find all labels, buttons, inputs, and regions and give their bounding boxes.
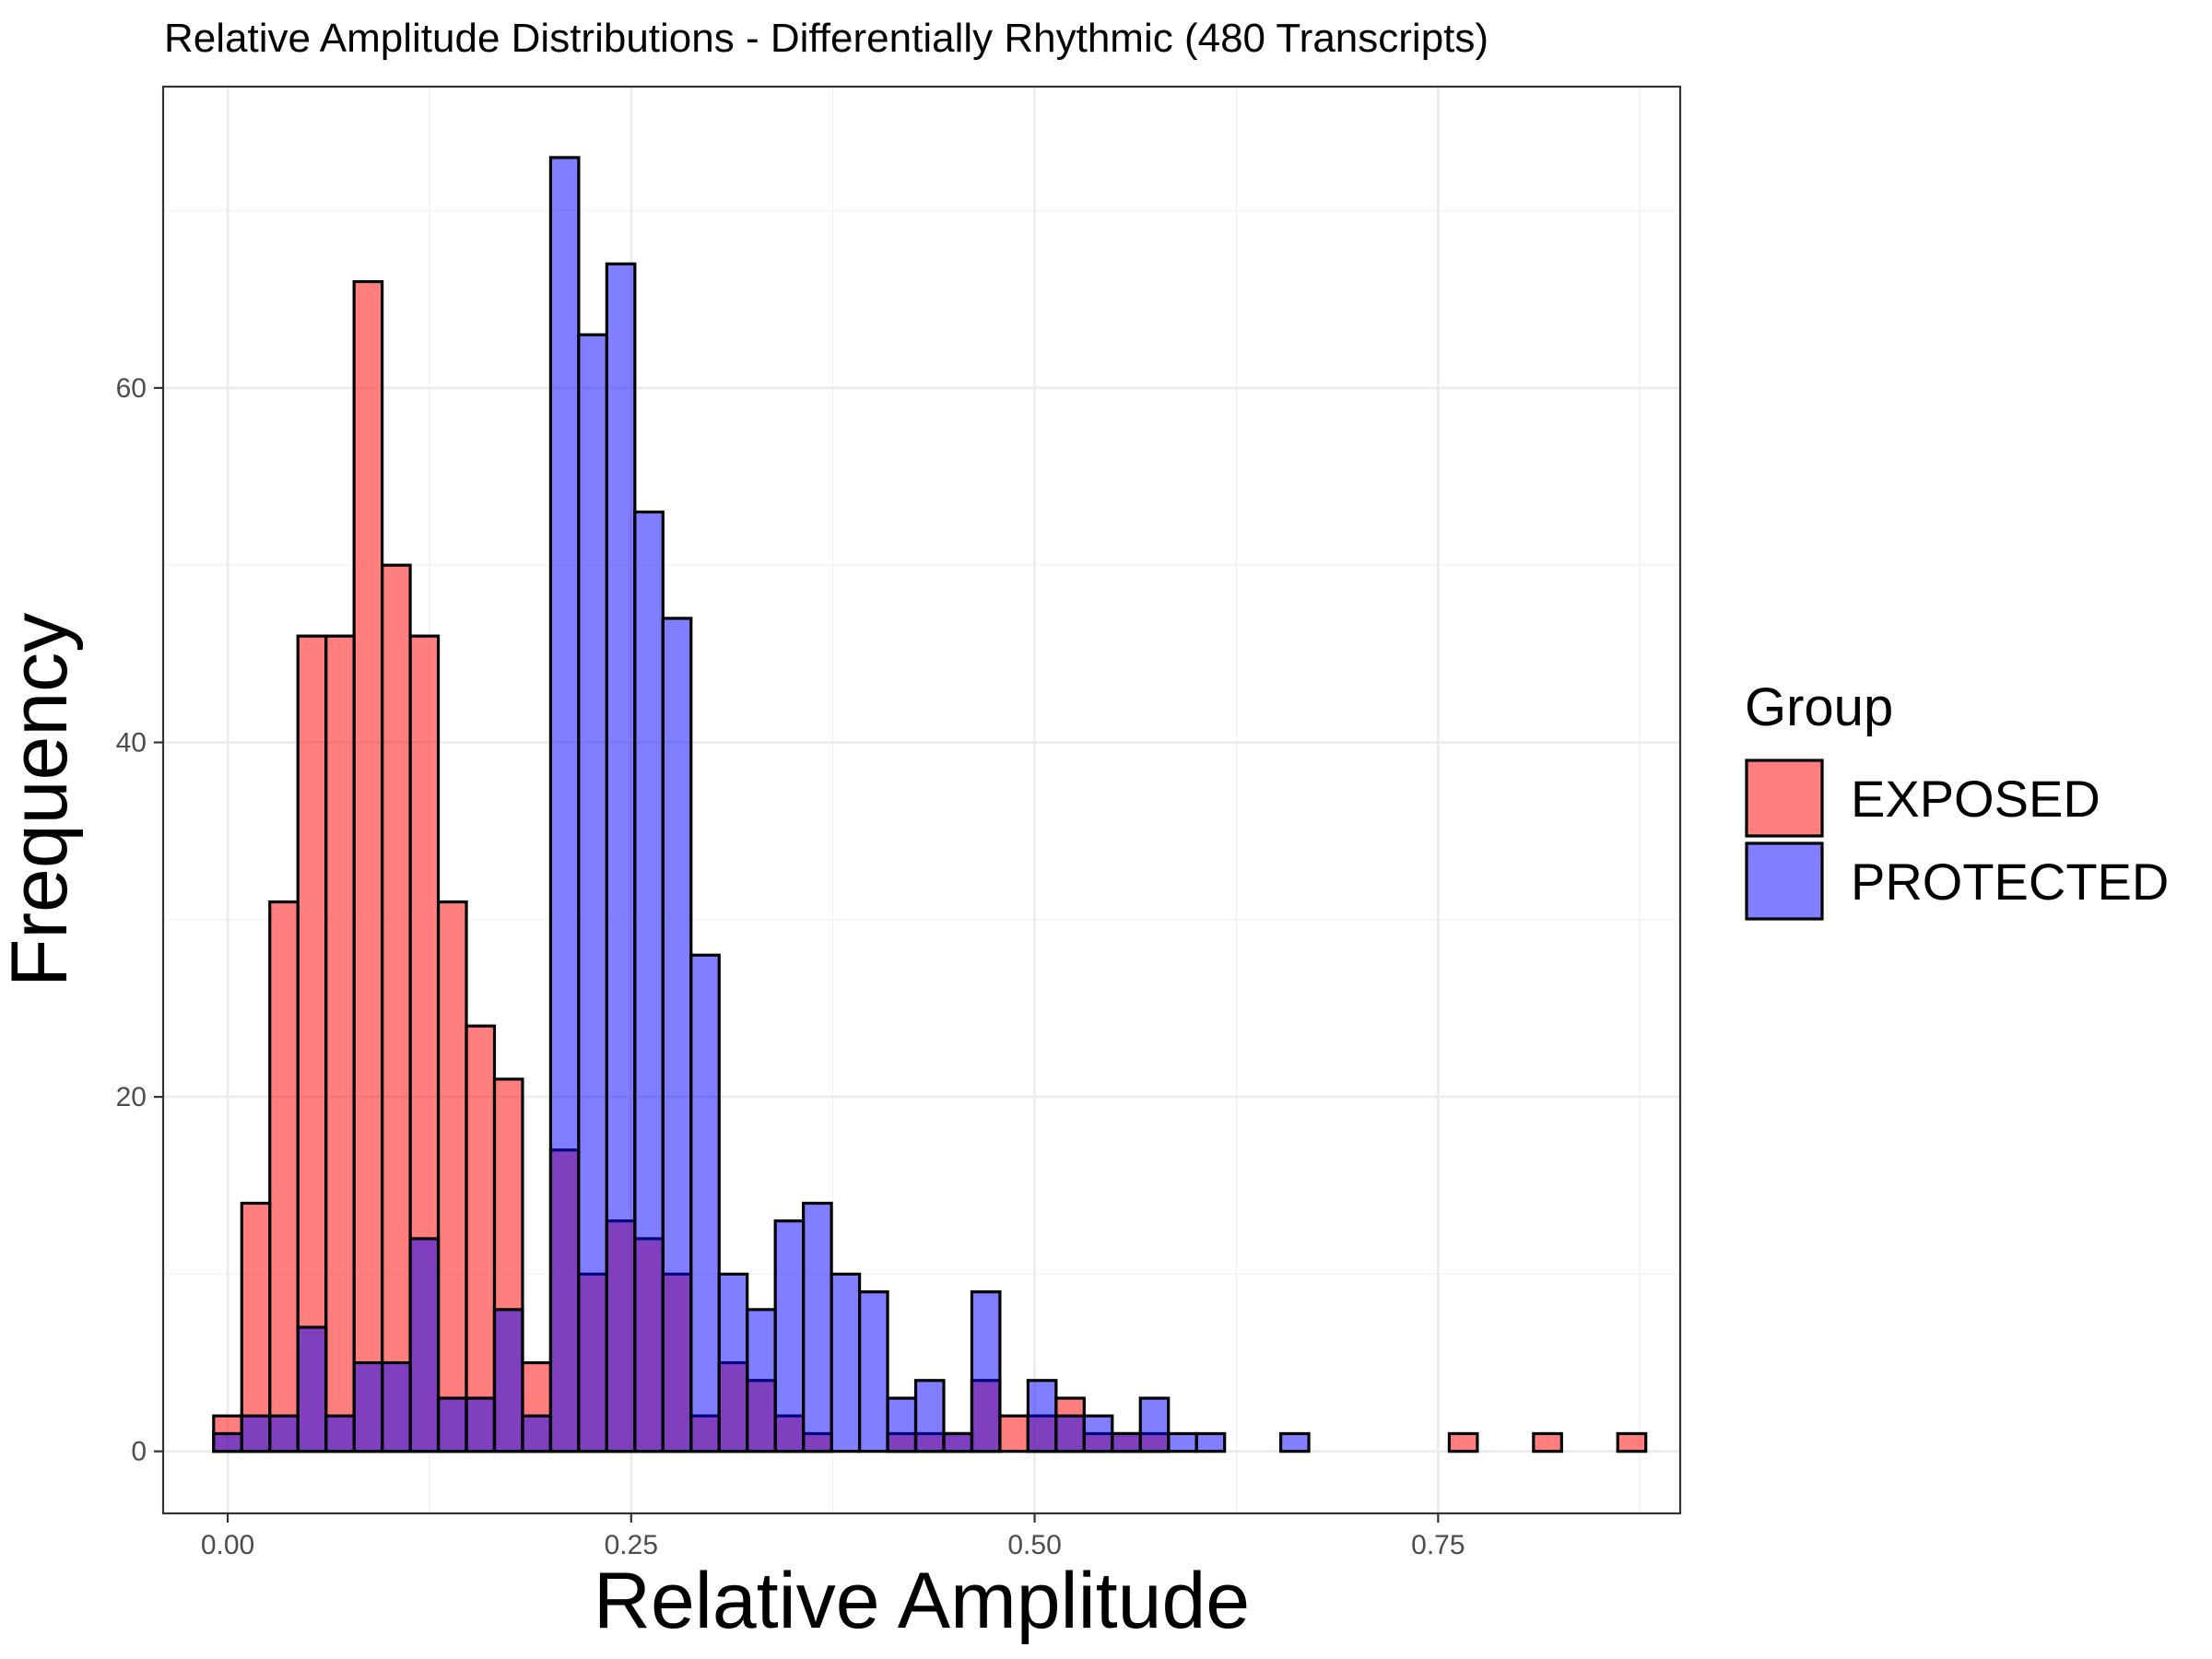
histogram-bars <box>212 156 1648 1453</box>
bar-protected <box>913 1379 946 1453</box>
bar-protected <box>746 1308 777 1453</box>
legend-title: Group <box>1745 677 1893 737</box>
bar-protected <box>1138 1396 1171 1453</box>
bar-protected <box>773 1219 806 1453</box>
bar-protected <box>886 1396 918 1453</box>
bar-exposed <box>1616 1431 1648 1453</box>
bar-protected <box>970 1290 1002 1453</box>
y-tick-label: 60 <box>116 373 147 404</box>
bar-protected <box>942 1431 974 1453</box>
bar-protected <box>381 1360 412 1453</box>
bar-protected <box>408 1237 441 1453</box>
bar-exposed <box>465 1024 497 1453</box>
bar-exposed <box>268 900 300 1453</box>
bar-protected <box>1167 1431 1198 1453</box>
bar-protected <box>857 1290 889 1453</box>
bar-protected <box>577 333 608 1453</box>
bar-protected <box>1279 1431 1311 1453</box>
y-tick-label: 40 <box>116 728 147 759</box>
bar-exposed <box>381 563 412 1453</box>
bar-protected <box>436 1396 468 1453</box>
x-tick-label: 0.75 <box>1411 1530 1465 1560</box>
x-tick-label: 0.50 <box>1007 1530 1061 1560</box>
chart-title: Relative Amplitude Distributions - Diffe… <box>164 16 1488 61</box>
bar-protected <box>548 156 581 1453</box>
bar-protected <box>1111 1431 1142 1453</box>
bar-protected <box>605 262 637 1453</box>
bar-protected <box>296 1325 328 1453</box>
bar-protected <box>1026 1379 1058 1453</box>
bar-exposed <box>998 1414 1030 1453</box>
bar-protected <box>689 953 721 1453</box>
legend-key-exposed <box>1745 759 1824 838</box>
legend-key-protected <box>1745 841 1824 921</box>
y-axis-title: Frequency <box>0 613 84 987</box>
series-protected <box>212 156 1311 1453</box>
bar-protected <box>212 1431 243 1453</box>
bar-protected <box>1194 1431 1227 1453</box>
bar-exposed <box>324 634 356 1453</box>
bar-exposed <box>1447 1431 1479 1453</box>
y-axis: 0 20 40 60 <box>116 373 163 1467</box>
bar-exposed <box>352 279 384 1453</box>
y-tick-label: 0 <box>131 1437 147 1467</box>
bar-protected <box>1082 1414 1114 1453</box>
bar-exposed <box>436 900 468 1453</box>
bar-protected <box>352 1360 384 1453</box>
legend-label-exposed: EXPOSED <box>1851 770 2100 828</box>
x-axis: 0.00 0.25 0.50 0.75 <box>201 1513 1465 1560</box>
legend-label-protected: PROTECTED <box>1851 853 2169 911</box>
plot-panel-border <box>161 85 1682 1515</box>
bar-protected <box>830 1272 862 1453</box>
legend-item-exposed: EXPOSED <box>1745 759 2100 838</box>
bar-protected <box>717 1272 749 1453</box>
bar-protected <box>492 1308 524 1453</box>
legend: Group EXPOSED PROTECTED <box>1745 677 2169 921</box>
bar-protected <box>521 1414 553 1453</box>
bar-protected <box>1054 1414 1086 1453</box>
bar-protected <box>268 1414 300 1453</box>
x-tick-label: 0.25 <box>605 1530 658 1560</box>
bar-protected <box>465 1396 497 1453</box>
legend-items: EXPOSED PROTECTED <box>1745 759 2169 921</box>
bar-protected <box>633 510 665 1453</box>
legend-item-protected: PROTECTED <box>1745 841 2169 921</box>
bar-protected <box>240 1414 272 1453</box>
plot-panel <box>161 85 1682 1515</box>
bar-protected <box>802 1201 833 1453</box>
y-tick-label: 20 <box>116 1082 147 1112</box>
bar-exposed <box>240 1201 272 1453</box>
x-axis-title: Relative Amplitude <box>594 1557 1250 1645</box>
bar-protected <box>661 617 693 1453</box>
bar-exposed <box>1532 1431 1563 1453</box>
bar-protected <box>324 1414 356 1453</box>
x-tick-label: 0.00 <box>201 1530 254 1560</box>
